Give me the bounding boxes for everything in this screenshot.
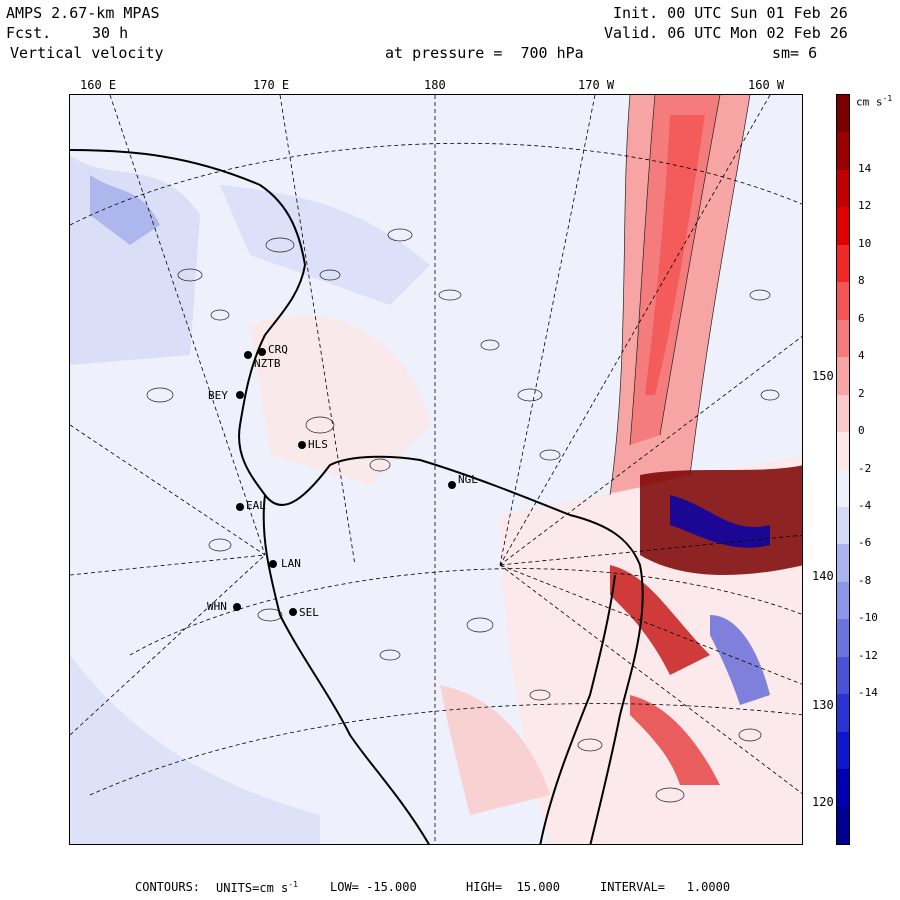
colorbar-segment	[837, 432, 849, 470]
colorbar-segment	[837, 169, 849, 208]
colorbar-units: cm s-1	[856, 94, 892, 109]
blue-area-north	[220, 185, 430, 305]
blue-area-south	[70, 655, 320, 844]
contour-lines	[146, 95, 780, 803]
colorbar-tick-label: 14	[858, 161, 872, 175]
station-dot-bey	[236, 391, 244, 399]
colorbar-tick-label: -10	[858, 611, 878, 625]
colorbar-tick-label: -8	[858, 573, 872, 587]
footer-units-text: UNITS=cm s	[216, 881, 289, 895]
map-canvas	[70, 95, 802, 844]
colorbar-tick-label: -14	[858, 686, 878, 700]
coastline	[70, 149, 644, 844]
colorbar-segment	[837, 357, 849, 396]
colorbar-segment	[837, 95, 849, 133]
lon-label-160w: 160 W	[748, 78, 785, 92]
colorbar-segment	[837, 469, 849, 508]
lon-label-170e: 170 E	[253, 78, 290, 92]
vertical-velocity-map: CRQ NZTB BEY HLS NGL EAL LAN WHN SEL	[69, 94, 803, 845]
station-label-sel: SEL	[299, 606, 319, 619]
colorbar-units-text: cm s	[856, 95, 883, 109]
station-label-lan: LAN	[281, 557, 301, 570]
colorbar-segment	[837, 694, 849, 733]
station-label-ngl: NGL	[458, 473, 478, 486]
colorbar-tick-label: 4	[858, 349, 865, 363]
colorbar	[836, 94, 850, 845]
station-dot-whn	[233, 603, 241, 611]
colorbar-tick-label: 10	[858, 236, 872, 250]
station-label-eal: EAL	[246, 499, 266, 512]
colorbar-segment	[837, 244, 849, 283]
colorbar-tick-label: -4	[858, 498, 872, 512]
colorbar-tick-label: -6	[858, 536, 872, 550]
station-dot-sel	[289, 608, 297, 616]
station-label-nztb: NZTB	[254, 357, 281, 370]
lon-label-180: 180	[424, 78, 446, 92]
colorbar-tick-label: 8	[858, 274, 865, 288]
colorbar-tick-label: 12	[858, 199, 872, 213]
footer-contours-label: CONTOURS:	[135, 880, 201, 894]
colorbar-segment	[837, 394, 849, 433]
colorbar-tick-label: 0	[858, 424, 865, 438]
colorbar-tick-label: -2	[858, 461, 872, 475]
colorbar-tick-label: 2	[858, 386, 865, 400]
pink-area-central	[250, 315, 430, 485]
forecast-hours: 30 h	[92, 24, 129, 42]
colorbar-tick-label: -12	[858, 648, 878, 662]
red-band-core	[645, 115, 705, 395]
updraft-band-1	[610, 565, 710, 675]
station-dot-ngl	[448, 481, 456, 489]
station-label-crq: CRQ	[268, 343, 288, 356]
blue-core-west	[90, 175, 160, 245]
colorbar-segment	[837, 731, 849, 770]
footer-units: UNITS=cm s-1	[216, 880, 298, 895]
colorbar-segment	[837, 319, 849, 358]
colorbar-segment	[837, 132, 849, 171]
station-label-bey: BEY	[208, 389, 228, 402]
colorbar-segment	[837, 656, 849, 695]
colorbar-tick-label: 6	[858, 311, 865, 325]
station-dot-nztb	[244, 351, 252, 359]
colorbar-units-exponent: -1	[882, 94, 893, 103]
storm-downdraft	[670, 495, 770, 548]
colorbar-segment	[837, 506, 849, 545]
colorbar-segment	[837, 806, 849, 845]
pink-area-southcentral	[440, 685, 550, 815]
pressure-level: at pressure = 700 hPa	[385, 44, 584, 62]
footer-low: LOW= -15.000	[330, 880, 417, 894]
downdraft-band-east	[710, 615, 770, 705]
footer-units-exponent: -1	[288, 880, 298, 889]
lon-label-160e: 160 E	[80, 78, 117, 92]
colorbar-segment	[837, 769, 849, 808]
station-dot-crq	[258, 348, 266, 356]
colorbar-segment	[837, 581, 849, 620]
station-dot-hls	[298, 441, 306, 449]
colorbar-segment	[837, 544, 849, 583]
lon-label-170w: 170 W	[578, 78, 615, 92]
updraft-band-2	[630, 695, 720, 785]
field-name: Vertical velocity	[10, 44, 164, 62]
station-dot-lan	[269, 560, 277, 568]
colorbar-segment	[837, 619, 849, 658]
valid-time: Valid. 06 UTC Mon 02 Feb 26	[604, 24, 848, 42]
forecast-label: Fcst.	[6, 24, 52, 42]
station-dot-eal	[236, 503, 244, 511]
model-title: AMPS 2.67-km MPAS	[6, 4, 160, 22]
station-label-whn: WHN	[207, 600, 227, 613]
footer-interval: INTERVAL= 1.0000	[600, 880, 731, 894]
footer-high: HIGH= 15.000	[466, 880, 560, 894]
colorbar-segment	[837, 207, 849, 246]
colorbar-segment	[837, 282, 849, 321]
init-time: Init. 00 UTC Sun 01 Feb 26	[613, 4, 848, 22]
graticule	[70, 95, 802, 844]
station-label-hls: HLS	[308, 438, 328, 451]
smoothing-value: sm= 6	[772, 44, 818, 62]
